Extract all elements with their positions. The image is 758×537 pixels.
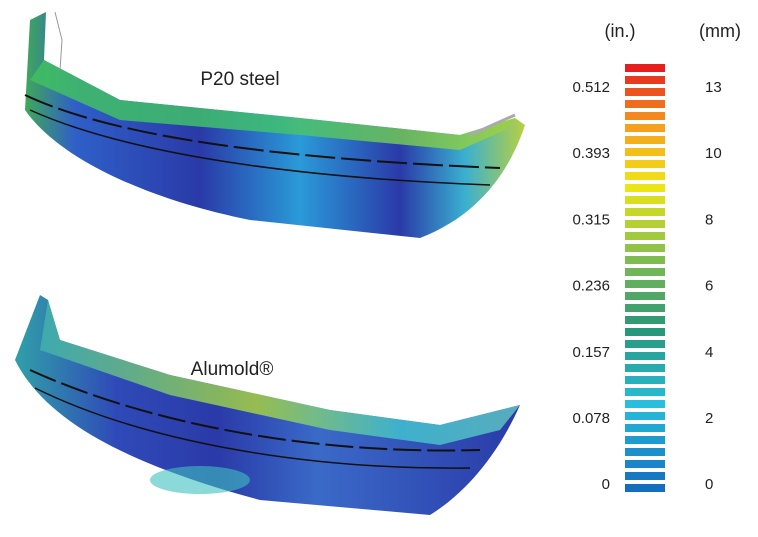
color-bar: [625, 64, 665, 492]
color-stripe: [625, 388, 665, 396]
unit-label: (mm): [699, 21, 741, 41]
color-stripe: [625, 352, 665, 360]
color-stripe: [625, 64, 665, 72]
color-stripe: [625, 412, 665, 420]
color-stripe: [625, 280, 665, 288]
color-stripe: [625, 220, 665, 228]
color-stripe: [625, 232, 665, 240]
color-stripe: [625, 208, 665, 216]
mm-tick-label: 0: [705, 476, 713, 493]
inch-tick-label: 0.512: [572, 79, 610, 96]
color-stripe: [625, 328, 665, 336]
color-stripe: [625, 364, 665, 372]
color-stripe: [625, 268, 665, 276]
color-stripe: [625, 88, 665, 96]
color-stripe: [625, 460, 665, 468]
inch-tick-label: 0.393: [572, 145, 610, 162]
color-stripe: [625, 400, 665, 408]
inch-tick-label: 0.078: [572, 410, 610, 427]
color-stripe: [625, 472, 665, 480]
color-stripe: [625, 160, 665, 168]
color-stripe: [625, 424, 665, 432]
color-stripe: [625, 292, 665, 300]
color-stripe: [625, 184, 665, 192]
color-stripe: [625, 124, 665, 132]
bumper-top: [24, 11, 525, 238]
color-stripe: [625, 376, 665, 384]
color-stripe: [625, 484, 665, 492]
color-stripe: [625, 172, 665, 180]
mm-tick-label: 2: [705, 410, 713, 427]
inch-tick-label: 0.236: [572, 278, 610, 295]
color-stripe: [625, 340, 665, 348]
color-stripe: [625, 256, 665, 264]
mm-tick-label: 4: [705, 344, 713, 361]
color-stripe: [625, 76, 665, 84]
figure-label: Alumold®: [191, 359, 274, 380]
color-stripe: [625, 448, 665, 456]
mm-tick-label: 6: [705, 278, 713, 295]
color-stripe: [625, 436, 665, 444]
color-stripe: [625, 304, 665, 312]
color-stripe: [625, 100, 665, 108]
color-stripe: [625, 244, 665, 252]
inch-tick-label: 0: [602, 476, 610, 493]
mm-tick-label: 10: [705, 145, 722, 162]
color-stripe: [625, 136, 665, 144]
figure-label: P20 steel: [200, 69, 279, 90]
inch-tick-label: 0.157: [572, 344, 610, 361]
color-stripe: [625, 316, 665, 324]
mm-tick-label: 13: [705, 79, 722, 96]
bumper-bottom: [15, 295, 520, 515]
inch-tick-label: 0.315: [572, 211, 610, 228]
color-stripe: [625, 112, 665, 120]
color-stripe: [625, 148, 665, 156]
mm-tick-label: 8: [705, 211, 713, 228]
color-stripe: [625, 196, 665, 204]
unit-label: (in.): [605, 21, 636, 41]
